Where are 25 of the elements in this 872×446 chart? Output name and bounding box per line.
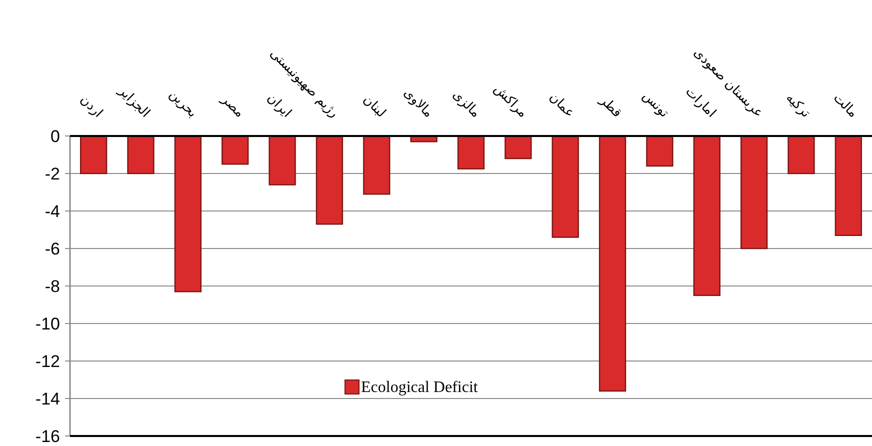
x-tick-label: مالاوی [400, 86, 436, 121]
y-tick-label: -12 [35, 352, 60, 371]
y-tick-label: 0 [50, 127, 60, 146]
x-tick-label: مصر [218, 92, 247, 121]
x-tick-label: ایران [264, 90, 294, 121]
x-tick-label: قطر [596, 92, 624, 121]
y-tick-label: -16 [35, 427, 60, 446]
x-tick-label: الجزایر [114, 82, 153, 121]
y-tick-label: -6 [44, 240, 60, 258]
x-tick-label: ترکیه [782, 90, 814, 122]
x-tick-label: مالزی [449, 87, 483, 121]
x-tick-label: مالت [830, 90, 860, 121]
y-tick-label: -8 [44, 277, 60, 296]
y-tick-label: -2 [44, 164, 60, 184]
y-tick-label: -10 [35, 314, 60, 334]
x-tick-label: مراکش [490, 82, 530, 121]
y-tick-label: -14 [35, 390, 60, 408]
x-tick-label: اردن [76, 92, 106, 121]
x-tick-label: لبنان [360, 92, 388, 121]
x-tick-label: امارات [682, 84, 719, 121]
x-tick-label: بحرین [166, 87, 200, 121]
legend-label: Ecological Deficit [361, 379, 478, 396]
x-tick-label: تونس [639, 88, 672, 122]
x-tick-label: عمان [546, 90, 578, 121]
y-tick-label: -4 [44, 202, 60, 221]
